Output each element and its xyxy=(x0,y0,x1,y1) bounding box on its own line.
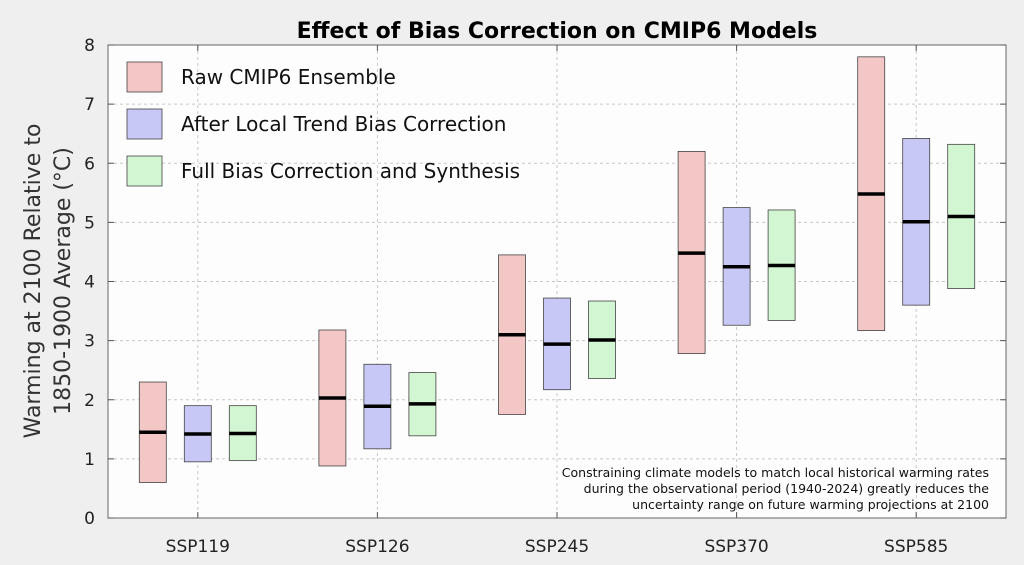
legend-swatch xyxy=(126,155,163,187)
y-tick-label: 0 xyxy=(84,509,95,529)
legend-swatch xyxy=(126,61,163,93)
y-axis-label-line-1: Warming at 2100 Relative to xyxy=(21,124,46,439)
annotation: Constraining climate models to match loc… xyxy=(562,465,990,512)
y-tick-label: 7 xyxy=(84,95,95,115)
y-tick-label: 2 xyxy=(84,391,95,411)
y-tick-label: 5 xyxy=(84,213,95,233)
y-tick-label: 6 xyxy=(84,154,95,174)
annotation-line-2: during the observational period (1940-20… xyxy=(584,481,990,496)
x-tick-label: SSP119 xyxy=(166,537,230,557)
bars xyxy=(138,56,976,483)
y-axis-label-line-2: 1850-1900 Average (°C) xyxy=(51,147,76,415)
x-tick-label: SSP370 xyxy=(704,537,768,557)
y-tick-label: 8 xyxy=(84,36,95,56)
y-tick-label: 3 xyxy=(84,332,95,352)
legend-label: Raw CMIP6 Ensemble xyxy=(181,65,396,89)
x-tick-label: SSP585 xyxy=(884,537,948,557)
x-tick-label: SSP245 xyxy=(525,537,589,557)
legend-label: After Local Trend Bias Correction xyxy=(181,112,506,136)
annotation-line-3: uncertainty range on future warming proj… xyxy=(632,497,989,512)
axis-ticks: 0 1 2 3 4 5 6 7 8 SSP119 SSP126 SSP245 SSP370 SSP585 xyxy=(84,36,1006,557)
y-tick-label: 1 xyxy=(84,450,95,470)
x-tick-label: SSP126 xyxy=(345,537,409,557)
chart-title: Effect of Bias Correction on CMIP6 Model… xyxy=(297,19,818,44)
legend-label: Full Bias Correction and Synthesis xyxy=(181,159,520,183)
y-axis-label-2: 1850-1900 Average (°C) xyxy=(51,147,76,415)
y-axis-label: Warming at 2100 Relative to xyxy=(21,124,46,439)
legend: Raw CMIP6 Ensemble After Local Trend Bias… xyxy=(126,61,520,187)
annotation-line-1: Constraining climate models to match loc… xyxy=(562,465,989,480)
legend-swatch xyxy=(126,108,163,140)
y-tick-label: 4 xyxy=(84,273,95,293)
